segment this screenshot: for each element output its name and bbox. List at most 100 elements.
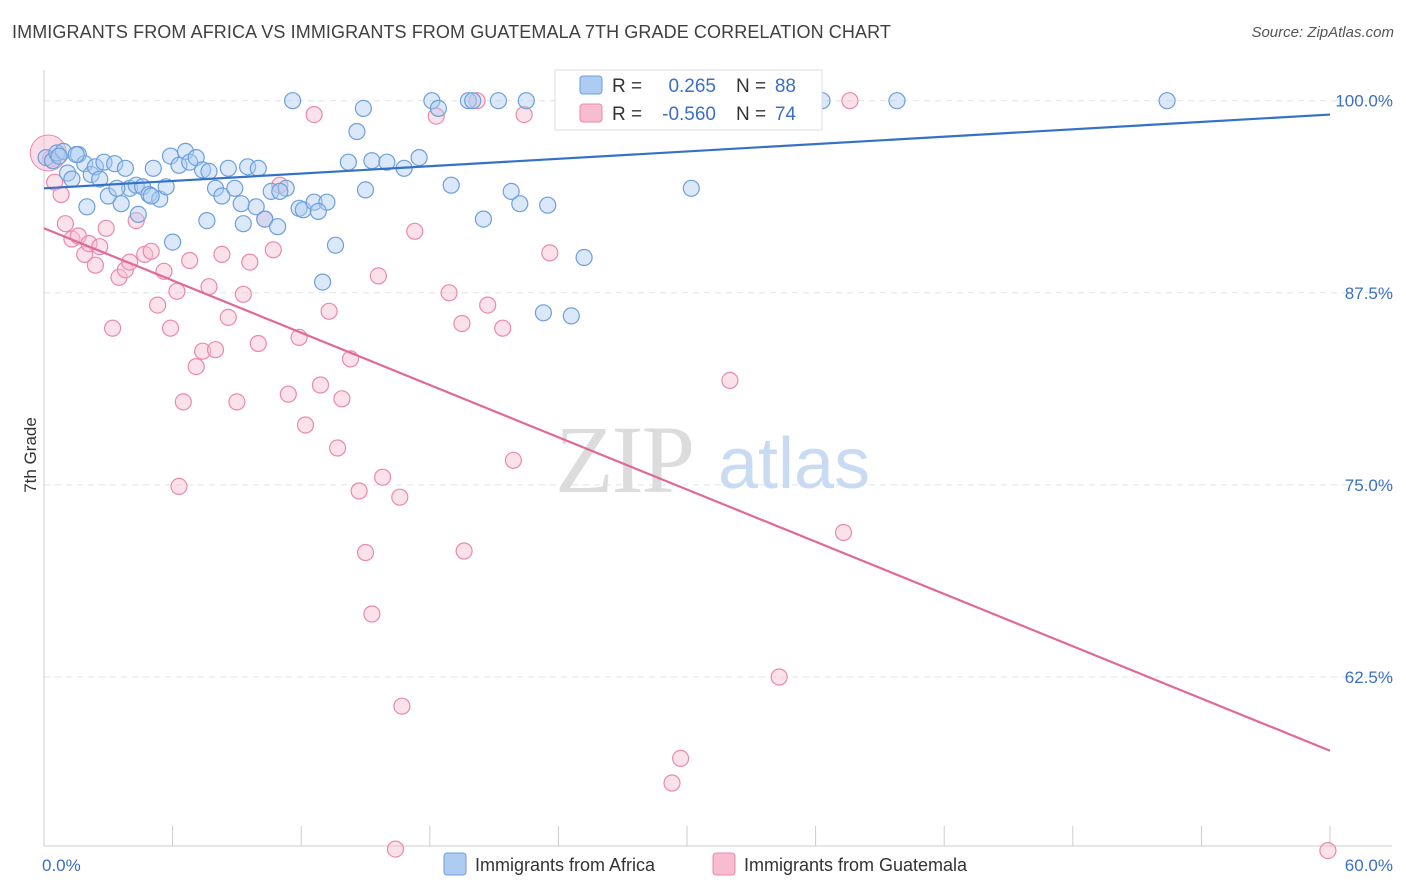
guatemala-point-43	[329, 439, 347, 457]
africa-point-10	[91, 170, 109, 188]
guatemala-point-54	[468, 92, 486, 110]
africa-point-84	[50, 147, 68, 165]
legend-swatch-africa	[579, 75, 603, 95]
africa-point-34	[232, 195, 250, 213]
legend-r-label-africa: R =	[612, 76, 642, 97]
guatemala-point-6	[76, 245, 94, 263]
africa-point-45	[314, 273, 332, 291]
grid-lines	[44, 100, 1392, 678]
bottom-legend: Immigrants from Africa Immigrants from G…	[443, 852, 968, 876]
guatemala-point-29	[219, 308, 237, 326]
africa-point-25	[176, 142, 195, 160]
guatemala-point-35	[264, 241, 282, 259]
y-tick-labels: 100.0% 87.5% 75.0% 62.5%	[1335, 92, 1393, 687]
guatemala-point-27	[206, 341, 225, 359]
africa-point-35	[239, 158, 257, 176]
africa-point-46	[318, 193, 336, 211]
africa-point-55	[429, 99, 447, 118]
africa-point-28	[194, 161, 212, 179]
guatemala-point-28	[213, 245, 231, 263]
guatemala-point-2	[52, 185, 70, 204]
africa-point-79	[142, 187, 160, 205]
africa-point-60	[489, 92, 507, 110]
africa-point-64	[539, 196, 557, 214]
africa-point-31	[213, 187, 231, 205]
guatemala-point-41	[311, 376, 330, 394]
africa-point-63	[534, 304, 553, 322]
guatemala-point-65	[721, 371, 739, 389]
africa-point-77	[249, 159, 267, 177]
africa-point-44	[305, 193, 323, 211]
africa-point-87	[502, 182, 520, 200]
africa-point-33	[226, 179, 244, 197]
bottom-legend-africa: Immigrants from Africa	[475, 855, 656, 875]
africa-point-58	[464, 92, 482, 110]
source-label: Source: ZipAtlas.com	[1251, 24, 1394, 41]
guatemala-point-37	[279, 385, 297, 403]
guatemala-point-48	[374, 468, 392, 486]
guatemala-point-70	[1319, 841, 1337, 860]
africa-point-74	[234, 215, 252, 233]
bottom-legend-guatemala: Immigrants from Guatemala	[744, 855, 968, 875]
guatemala-point-55	[479, 296, 497, 314]
africa-point-65	[562, 307, 580, 325]
watermark-zip: ZIP	[555, 406, 693, 513]
africa-point-36	[247, 198, 265, 216]
y-axis-label: 7th Grade	[21, 417, 40, 493]
guatemala-point-72	[356, 543, 375, 562]
africa-point-51	[363, 152, 381, 170]
africa-point-15	[116, 159, 135, 177]
guatemala-point-39	[296, 416, 315, 434]
africa-point-52	[378, 153, 396, 171]
legend-n-label-guatemala: N =	[736, 104, 766, 125]
africa-point-80	[108, 179, 126, 197]
africa-point-81	[129, 205, 147, 223]
guatemala-point-10	[97, 219, 115, 237]
guatemala-point-60	[170, 477, 188, 495]
africa-point-71	[1158, 92, 1176, 110]
guatemala-trend-line	[43, 227, 1331, 752]
africa-point-57	[459, 92, 477, 110]
guatemala-point-66	[770, 668, 788, 686]
africa-point-14	[112, 195, 130, 213]
bottom-legend-swatch-africa	[443, 852, 467, 876]
africa-point-20	[144, 159, 162, 177]
guatemala-point-31	[234, 285, 252, 303]
africa-point-73	[164, 233, 182, 251]
africa-point-13	[106, 155, 124, 173]
africa-point-47	[326, 236, 345, 254]
legend-n-value-guatemala: 74	[775, 104, 797, 125]
guatemala-point-59	[541, 244, 559, 262]
trend-lines	[43, 113, 1331, 752]
africa-point-61	[511, 195, 529, 213]
africa-point-2	[48, 144, 66, 162]
africa-point-11	[95, 153, 113, 171]
guatemala-point-61	[393, 697, 411, 715]
y-tick-label-3: 62.5%	[1345, 668, 1393, 687]
guatemala-point-18	[149, 296, 167, 314]
guatemala-point-24	[187, 358, 205, 376]
africa-points	[37, 92, 1176, 325]
africa-point-32	[219, 159, 237, 177]
africa-point-56	[442, 176, 460, 194]
africa-point-29	[200, 162, 218, 180]
africa-point-50	[354, 99, 372, 118]
legend-r-value-africa: 0.265	[668, 76, 716, 97]
africa-point-39	[269, 218, 287, 236]
guatemala-point-17	[142, 242, 160, 260]
africa-point-37	[256, 210, 274, 228]
guatemala-point-33	[249, 334, 267, 353]
africa-point-82	[78, 198, 96, 216]
guatemala-point-44	[333, 390, 351, 408]
africa-point-70	[888, 92, 906, 110]
watermark-atlas: atlas	[718, 424, 870, 504]
africa-point-48	[339, 153, 357, 171]
africa-point-85	[356, 181, 375, 199]
africa-point-78	[198, 212, 216, 230]
guatemala-point-23	[181, 251, 199, 270]
africa-point-83	[67, 145, 85, 164]
legend-swatch-guatemala	[579, 103, 603, 123]
legend-n-value-africa: 88	[775, 76, 796, 97]
top-legend: R = 0.265 N = 88 R = -0.560 N = 74	[554, 69, 823, 131]
